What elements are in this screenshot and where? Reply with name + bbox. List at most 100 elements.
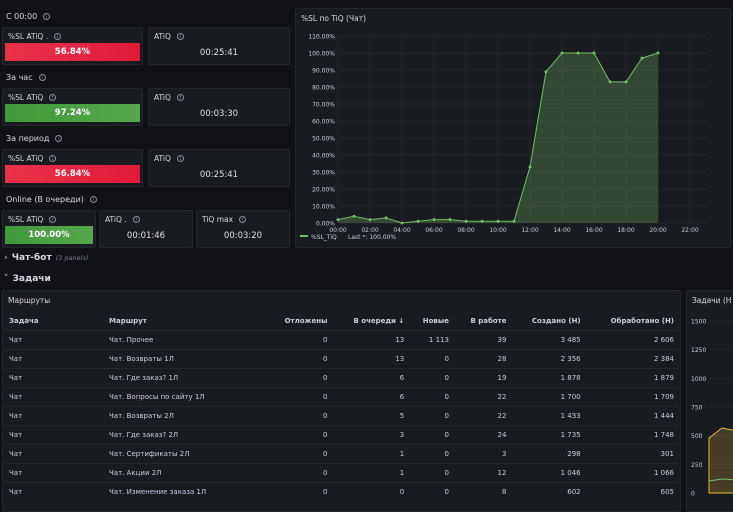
table-cell: 1 700 xyxy=(510,386,585,406)
table-cell: Чат xyxy=(5,443,105,463)
y-tick-label: 1250 xyxy=(691,347,706,354)
info-icon[interactable]: i xyxy=(55,135,63,142)
table-cell: 0 xyxy=(265,386,332,406)
table-cell: Чат xyxy=(5,386,105,406)
x-tick-label: 10:00 xyxy=(489,227,506,234)
table-cell: 22 xyxy=(452,386,511,406)
table-cell: Чат xyxy=(5,405,105,425)
y-tick-label: 250 xyxy=(691,462,703,469)
table-cell: 0 xyxy=(408,367,453,387)
data-point xyxy=(608,80,612,84)
table-cell: 602 xyxy=(510,481,585,501)
table-header-row: Задача Маршрут Отложены В очереди ↓ Новые В р… xyxy=(5,312,678,330)
info-icon[interactable]: i xyxy=(132,216,140,223)
table-cell: Чат xyxy=(5,462,105,482)
info-icon[interactable]: i xyxy=(54,33,62,40)
table-cell: 3 xyxy=(331,424,409,444)
info-icon[interactable]: i xyxy=(176,155,184,162)
table-cell: Чат xyxy=(5,348,105,368)
y-tick-label: 750 xyxy=(691,405,703,412)
x-tick-label: 20:00 xyxy=(649,227,666,234)
table-cell: 0 xyxy=(265,348,332,368)
stat-value: 00:03:30 xyxy=(199,109,239,119)
data-point xyxy=(400,221,404,225)
data-point xyxy=(448,218,452,222)
table-cell: 12 xyxy=(452,462,511,482)
table-cell: Чат. Вопросы по сайту 1Л xyxy=(105,386,265,406)
table-cell: 6 xyxy=(331,367,409,387)
table-row[interactable]: Чат Чат. Где заказ? 2Л 0 3 0 24 1 735 1 748 xyxy=(5,424,678,444)
x-tick-label: 04:00 xyxy=(393,227,410,234)
table-cell: Чат xyxy=(5,367,105,387)
data-point xyxy=(512,219,516,223)
info-icon[interactable]: i xyxy=(176,94,184,101)
table-row[interactable]: Чат Чат. Изменение заказа 1Л 0 0 0 8 602 605 xyxy=(5,481,678,501)
column-header[interactable]: Отложены xyxy=(284,316,328,325)
row-chatbot[interactable]: › Чат-бот (3 panels) xyxy=(4,253,89,263)
y-tick-label: 0 xyxy=(691,491,695,498)
info-icon[interactable]: i xyxy=(89,196,97,203)
table-row[interactable]: Чат Чат. Возвраты 1Л 0 13 0 28 2 356 2 384 xyxy=(5,348,678,368)
info-icon[interactable]: i xyxy=(239,216,247,223)
table-row[interactable]: Чат Чат. Акции 2Л 0 1 0 12 1 046 1 066 xyxy=(5,462,678,482)
info-icon[interactable]: i xyxy=(43,13,51,20)
table-row[interactable]: Чат Чат. Возвраты 2Л 0 5 0 22 1 433 1 444 xyxy=(5,405,678,425)
data-point xyxy=(384,216,388,220)
stat-panel-tiq-max: TiQ max i 00:03:20 xyxy=(196,210,290,248)
info-icon[interactable]: i xyxy=(49,94,57,101)
table-row[interactable]: Чат Чат. Где заказ? 1Л 0 6 0 19 1 878 1 879 xyxy=(5,367,678,387)
table-cell: 0 xyxy=(408,481,453,501)
table-row[interactable]: Чат Чат. Сертификаты 2Л 0 1 0 3 298 301 xyxy=(5,443,678,463)
x-tick-label: 02:00 xyxy=(361,227,378,234)
table-cell: Чат. Акции 2Л xyxy=(105,462,265,482)
info-icon[interactable]: i xyxy=(49,216,57,223)
column-header[interactable]: Задача xyxy=(9,316,39,325)
table-cell: 1 879 xyxy=(584,367,678,387)
column-header[interactable]: Обработано (Н) xyxy=(610,316,674,325)
y-tick-label: 500 xyxy=(691,433,703,440)
y-tick-label: 60.00% xyxy=(312,119,335,126)
table-cell: 0 xyxy=(408,443,453,463)
table-cell: 1 433 xyxy=(510,405,585,425)
table-cell: 2 606 xyxy=(584,329,678,349)
table-cell: 3 485 xyxy=(510,329,585,349)
table-row[interactable]: Чат Чат. Вопросы по сайту 1Л 0 6 0 22 1 700 1 7… xyxy=(5,386,678,406)
table-cell: 22 xyxy=(452,405,511,425)
y-tick-label: 90.00% xyxy=(312,68,335,75)
column-header[interactable]: Новые xyxy=(422,316,449,325)
table-cell: Чат. Где заказ? 1Л xyxy=(105,367,265,387)
data-point xyxy=(656,51,660,55)
table-cell: 2 356 xyxy=(510,348,585,368)
row-tasks[interactable]: ˅ Задачи xyxy=(4,274,51,284)
table-cell: 19 xyxy=(452,367,511,387)
info-icon[interactable]: i xyxy=(176,33,184,40)
stat-value: 56.84% xyxy=(5,165,140,183)
table-cell: 5 xyxy=(331,405,409,425)
table-cell: 0 xyxy=(265,329,332,349)
table-cell: 1 748 xyxy=(584,424,678,444)
stat-panel-atiq-1: ATiQ i 00:25:41 xyxy=(148,27,290,65)
table-cell: 0 xyxy=(331,481,409,501)
table-row[interactable]: Чат Чат. Прочее 0 13 1 113 39 3 485 2 606 xyxy=(5,329,678,349)
data-point xyxy=(624,80,628,84)
column-header[interactable]: В работе xyxy=(470,316,507,325)
table-cell: 0 xyxy=(265,481,332,501)
data-point xyxy=(432,218,436,222)
column-header[interactable]: В очереди ↓ xyxy=(353,316,405,325)
x-tick-label: 00:00 xyxy=(329,227,346,234)
info-icon[interactable]: i xyxy=(49,155,57,162)
column-header[interactable]: Создано (Н) xyxy=(531,316,581,325)
stat-value: 00:01:46 xyxy=(126,231,166,241)
table-cell: 1 444 xyxy=(584,405,678,425)
y-tick-label: 30.00% xyxy=(312,170,335,177)
tasks-chart-panel: Задачи (Н 1500 1250 1000 750 500 250 0 xyxy=(686,290,733,512)
table-cell: Чат. Прочее xyxy=(105,329,265,349)
info-icon[interactable]: i xyxy=(38,74,46,81)
table-cell: 1 878 xyxy=(510,367,585,387)
table-cell: 1 113 xyxy=(408,329,453,349)
table-cell: 0 xyxy=(408,424,453,444)
legend-last-value: Last *: 100.00% xyxy=(348,234,396,241)
stat-value: 97.24% xyxy=(5,104,140,122)
x-tick-label: 16:00 xyxy=(585,227,602,234)
column-header[interactable]: Маршрут xyxy=(109,316,147,325)
